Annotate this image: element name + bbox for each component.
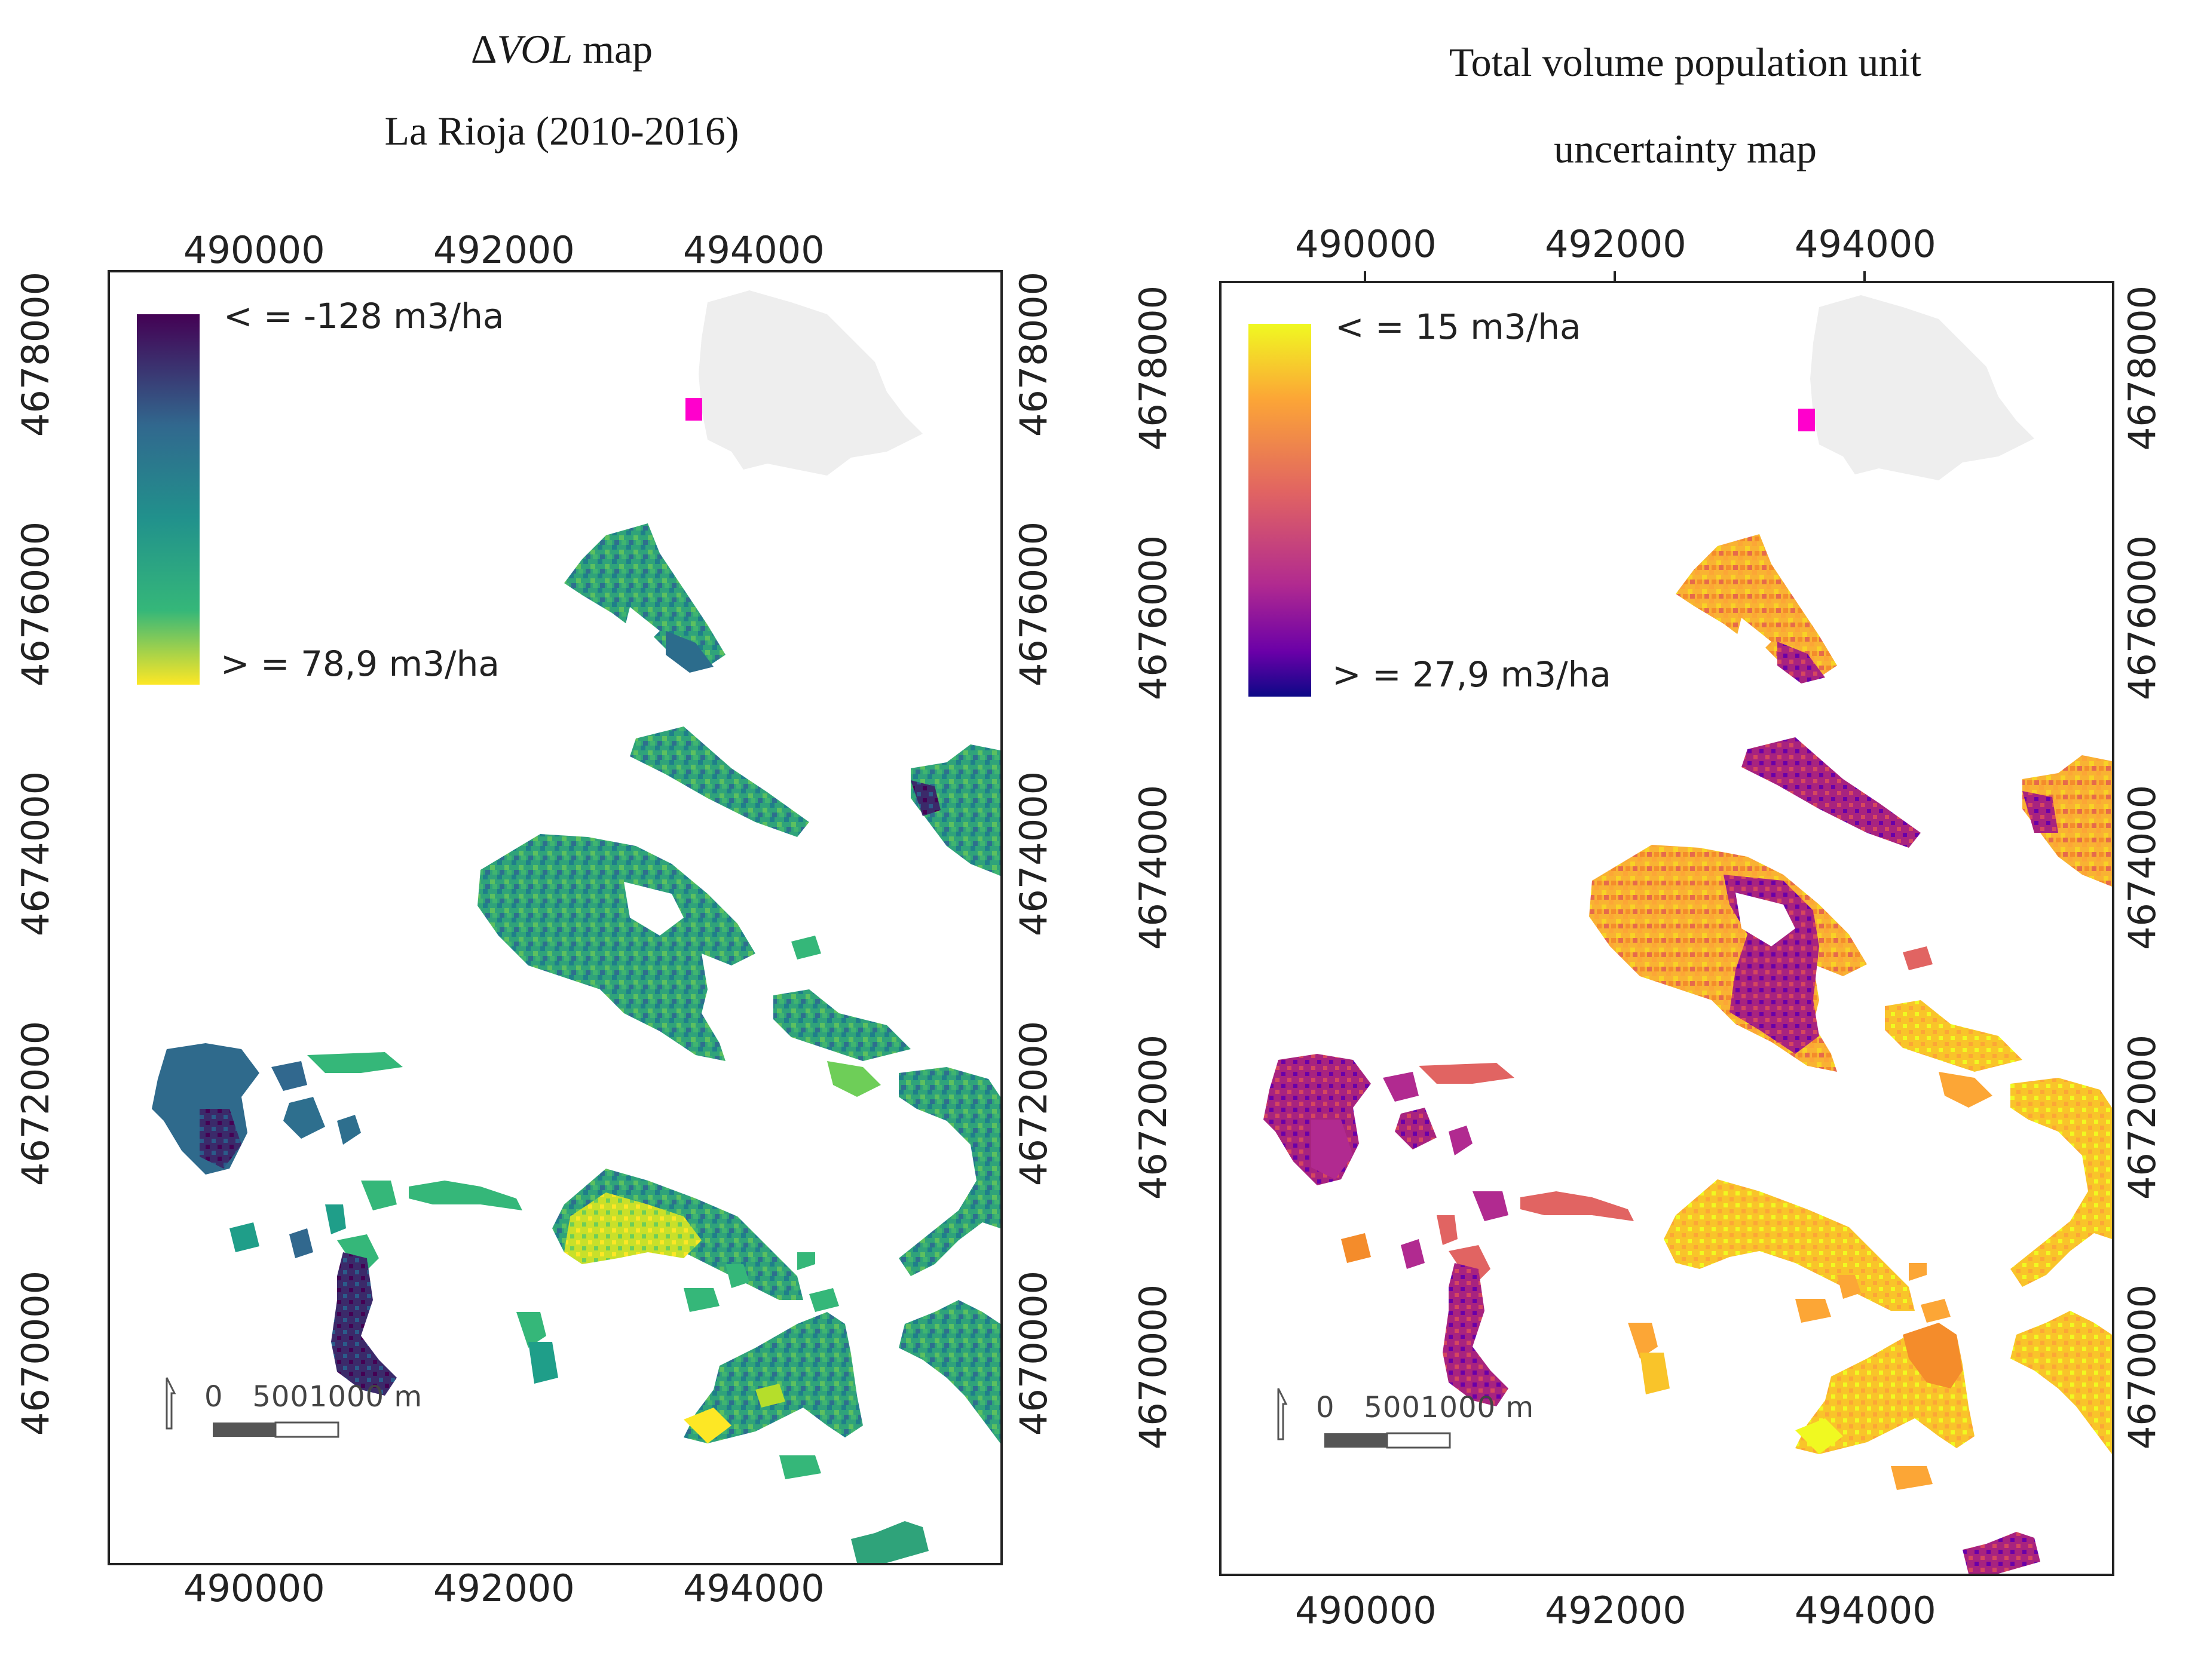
left-y-left-tick-2: 4676000 xyxy=(14,521,57,687)
left-y-left-tick-4: 4672000 xyxy=(14,1020,57,1187)
right-legend-max-label: > = 27,9 m3/ha xyxy=(1332,654,1611,695)
left-scale-label: 0 5001000 m xyxy=(204,1380,423,1414)
left-map-subtitle: La Rioja (2010-2016) xyxy=(384,108,739,154)
left-x-bottom-tick-2: 492000 xyxy=(433,1566,575,1610)
left-map-canvas xyxy=(137,290,1000,1563)
right-legend-colorbar xyxy=(1248,324,1311,697)
left-north-arrow xyxy=(166,1377,176,1430)
right-forest-patches xyxy=(1263,534,2112,1574)
right-x-top-tickmark-2 xyxy=(1614,271,1616,282)
right-y-right-tick-1: 4678000 xyxy=(2120,285,2164,451)
right-y-left-tick-2: 4676000 xyxy=(1131,535,1175,701)
left-inset-marker xyxy=(685,398,702,421)
vol-italic: VOL xyxy=(497,26,573,72)
left-y-left-tick-1: 4678000 xyxy=(14,271,57,437)
left-forest-patches xyxy=(152,523,1000,1563)
left-y-left-tick-5: 4670000 xyxy=(14,1270,57,1436)
left-x-bottom-tick-3: 494000 xyxy=(683,1566,825,1610)
right-y-right-tick-3: 4674000 xyxy=(2120,784,2164,951)
left-legend-max-label: > = 78,9 m3/ha xyxy=(221,643,500,684)
right-y-left-tick-1: 4678000 xyxy=(1131,285,1175,451)
right-x-top-tickmark-1 xyxy=(1364,271,1366,282)
right-x-bottom-tick-1: 490000 xyxy=(1295,1589,1437,1632)
right-scale-label: 0 5001000 m xyxy=(1316,1391,1535,1424)
right-x-top-tick-2: 492000 xyxy=(1545,222,1686,266)
left-x-top-tick-3: 494000 xyxy=(683,228,825,272)
right-north-arrow xyxy=(1277,1388,1288,1440)
left-y-right-tick-3: 4674000 xyxy=(1012,771,1055,937)
map-word: map xyxy=(573,26,653,72)
right-map-title: Total volume population unit xyxy=(1449,39,1922,85)
right-inset-marker xyxy=(1798,409,1815,431)
right-scale-bar xyxy=(1277,1388,1451,1449)
right-inset-locator xyxy=(1798,295,2034,480)
left-y-left-tick-3: 4674000 xyxy=(14,771,57,937)
left-y-right-tick-2: 4676000 xyxy=(1012,521,1055,687)
right-y-left-tick-5: 4670000 xyxy=(1131,1284,1175,1450)
left-map-title: ΔVOL map xyxy=(335,29,789,69)
left-x-bottom-tick-1: 490000 xyxy=(183,1566,325,1610)
right-y-right-tick-5: 4670000 xyxy=(2120,1284,2164,1450)
left-y-right-tick-1: 4678000 xyxy=(1012,271,1055,437)
right-map-frame: < = 15 m3/ha > = 27,9 m3/ha 0 5001000 m xyxy=(1219,281,2114,1576)
right-x-top-tickmark-3 xyxy=(1863,271,1866,282)
left-x-top-tick-1: 490000 xyxy=(183,228,325,272)
right-y-left-tick-4: 4672000 xyxy=(1131,1034,1175,1200)
right-y-right-tick-4: 4672000 xyxy=(2120,1034,2164,1200)
right-x-bottom-tick-3: 494000 xyxy=(1795,1589,1936,1632)
right-x-top-tick-3: 494000 xyxy=(1795,222,1936,266)
left-inset-locator xyxy=(685,290,923,476)
left-y-right-tick-5: 4670000 xyxy=(1012,1270,1055,1436)
left-y-right-tick-4: 4672000 xyxy=(1012,1020,1055,1187)
left-legend-colorbar xyxy=(137,314,200,685)
right-map-canvas xyxy=(1248,295,2112,1574)
right-legend-min-label: < = 15 m3/ha xyxy=(1335,306,1581,347)
left-legend-min-label: < = -128 m3/ha xyxy=(224,296,504,336)
right-x-top-tick-1: 490000 xyxy=(1295,222,1437,266)
right-x-bottom-tick-2: 492000 xyxy=(1545,1589,1686,1632)
left-map-frame: < = -128 m3/ha > = 78,9 m3/ha 0 5001000 … xyxy=(108,270,1003,1565)
left-x-top-tick-2: 492000 xyxy=(433,228,575,272)
right-y-left-tick-3: 4674000 xyxy=(1131,784,1175,951)
delta-symbol: Δ xyxy=(470,26,497,72)
right-map-subtitle: uncertainty map xyxy=(1554,126,1817,171)
left-scale-bar xyxy=(166,1377,339,1438)
right-y-right-tick-2: 4676000 xyxy=(2120,535,2164,701)
